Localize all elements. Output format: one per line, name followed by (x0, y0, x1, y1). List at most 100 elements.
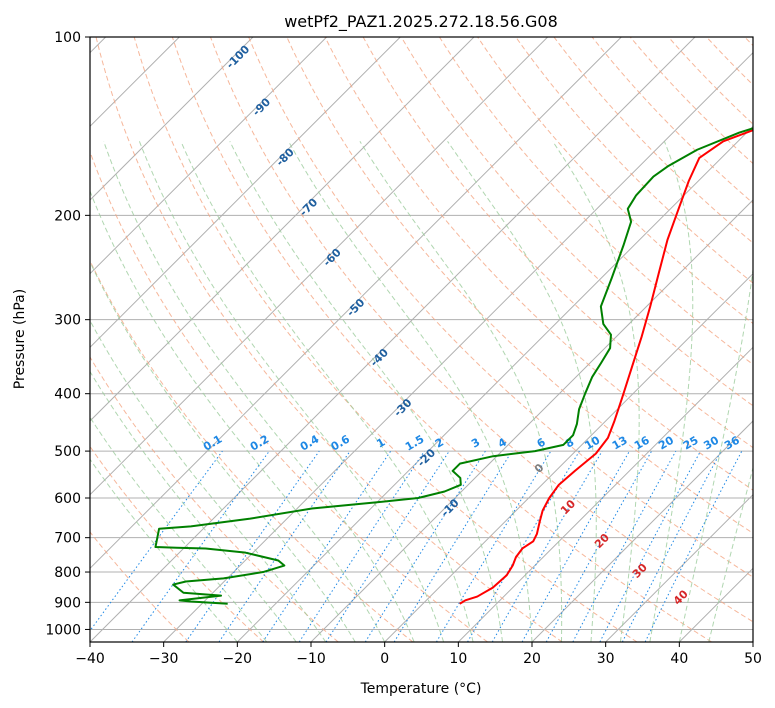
moist-adiabat-line (90, 416, 268, 642)
mixing-ratio-label: 3 (469, 436, 482, 451)
y-tick-label: 500 (54, 444, 81, 460)
mixing-ratio-label: 30 (701, 433, 721, 452)
moist-adiabat-line (90, 260, 356, 642)
x-axis: −40 −30 −20 −10 0 10 20 30 40 50 (75, 642, 762, 667)
mixing-ratio-line (393, 450, 513, 642)
mixing-ratio-line (325, 450, 450, 642)
chart-title: wetPf2_PAZ1.2025.272.18.56.G08 (284, 12, 558, 32)
dry-adiabat-line (324, 37, 753, 491)
y-tick-label: 300 (54, 313, 81, 329)
mixing-ratio-line (545, 450, 653, 642)
moist-adiabat-line (708, 466, 753, 642)
mixing-ratio-line (521, 450, 630, 642)
x-axis-label: Temperature (°C) (360, 681, 482, 697)
mixing-ratio-line (298, 450, 425, 642)
dry-adiabat-label: -80 (273, 145, 296, 168)
mixing-ratio-label: 2 (433, 436, 446, 451)
dry-adiabat-label: -100 (224, 42, 253, 71)
moist-adiabat-label: 10 (558, 497, 578, 517)
dry-adiabat-line (210, 37, 753, 623)
x-tick-label: −40 (75, 651, 105, 667)
y-tick-label: 700 (54, 531, 81, 547)
moist-adiabat-line (649, 141, 694, 642)
mixing-ratio-label: 36 (722, 433, 742, 452)
x-tick-label: −30 (149, 651, 179, 667)
y-tick-label: 200 (54, 208, 81, 224)
mixing-ratio-label: 16 (632, 433, 652, 452)
moist-adiabat-label: 40 (671, 587, 691, 607)
moist-adiabat-line (90, 319, 327, 642)
plot-frame (89, 36, 754, 643)
dry-adiabat-line (439, 37, 753, 366)
isotherm-line (384, 272, 753, 642)
y-tick-label: 600 (54, 491, 81, 507)
dry-adiabat-line (90, 445, 264, 642)
isotherm-line (236, 125, 753, 642)
moist-adiabat-line (229, 141, 504, 642)
mixing-ratio-label: 0.6 (329, 432, 353, 453)
isotherm-line (90, 37, 401, 349)
mixing-ratio-label: 20 (656, 433, 676, 452)
dry-adiabat-line (90, 356, 339, 642)
isotherm-line (163, 51, 753, 642)
dry-adiabat-line (668, 37, 753, 125)
isotherm-line (605, 493, 753, 642)
y-tick-label: 1000 (45, 622, 81, 638)
isotherm-line (310, 199, 753, 642)
dry-adiabat-line (133, 37, 638, 642)
dry-adiabat-line (90, 259, 414, 642)
dry-adiabat-label: -50 (344, 296, 367, 319)
y-axis-label: Pressure (hPa) (12, 289, 28, 389)
moist-adiabat-label: 20 (592, 531, 612, 551)
x-tick-label: 40 (670, 651, 688, 667)
dry-adiabat-line (400, 37, 753, 407)
x-tick-label: −10 (296, 651, 326, 667)
mixing-ratio-label: 0.2 (248, 433, 271, 454)
dry-adiabat-label: -40 (368, 346, 391, 369)
dry-adiabat-label: -60 (321, 246, 344, 269)
isotherm-line (531, 420, 753, 642)
series-layer (154, 127, 753, 605)
moist-adiabat-line (678, 265, 753, 642)
isotherm-line (678, 567, 753, 642)
isotherm-line (90, 37, 254, 201)
dry-adiabat-line (706, 37, 753, 86)
x-tick-label: 0 (380, 651, 389, 667)
moist-adiabat-line (90, 370, 297, 642)
moist-adiabat-line (288, 141, 533, 642)
dry-adiabat-label: -10 (438, 496, 461, 519)
mixing-ratio-line (90, 450, 223, 632)
isotherm-line (90, 37, 475, 422)
isotherm-line (752, 641, 753, 642)
mixing-ratio-line (599, 450, 701, 642)
mixing-ratio-line (131, 450, 270, 642)
mixing-ratio-line (644, 450, 743, 642)
x-tick-label: 10 (449, 651, 467, 667)
isotherm-line (457, 346, 753, 642)
x-tick-label: 20 (523, 651, 541, 667)
dry-adiabat-line (95, 37, 563, 642)
moist-adiabat-line (552, 141, 640, 642)
mixing-ratio-label: 1.5 (403, 433, 426, 454)
dry-adiabat-label: -90 (250, 95, 273, 118)
x-tick-label: 30 (597, 651, 615, 667)
moist-adiabat-line (447, 141, 597, 642)
mixing-ratio-label: 0.1 (201, 433, 224, 454)
moist-adiabat-line (138, 141, 445, 642)
isotherm-line (90, 37, 622, 570)
dry-adiabat-line (744, 37, 753, 47)
mixing-ratio-label: 13 (610, 434, 630, 453)
dry-adiabat-line (90, 150, 488, 642)
dry-adiabat-line (515, 37, 753, 284)
mixing-ratio-line (218, 450, 351, 642)
y-tick-label: 800 (54, 565, 81, 581)
dry-adiabat-line (248, 37, 753, 578)
dry-adiabat-line (90, 531, 190, 642)
mixing-ratio-line (185, 450, 320, 642)
temperature-line (459, 129, 753, 605)
mixing-ratio-label: 4 (496, 435, 509, 450)
y-axis: 100 200 300 400 500 600 700 800 900 1000 (45, 30, 90, 638)
mixing-ratio-line (262, 450, 392, 642)
dry-adiabat-line (171, 37, 712, 642)
